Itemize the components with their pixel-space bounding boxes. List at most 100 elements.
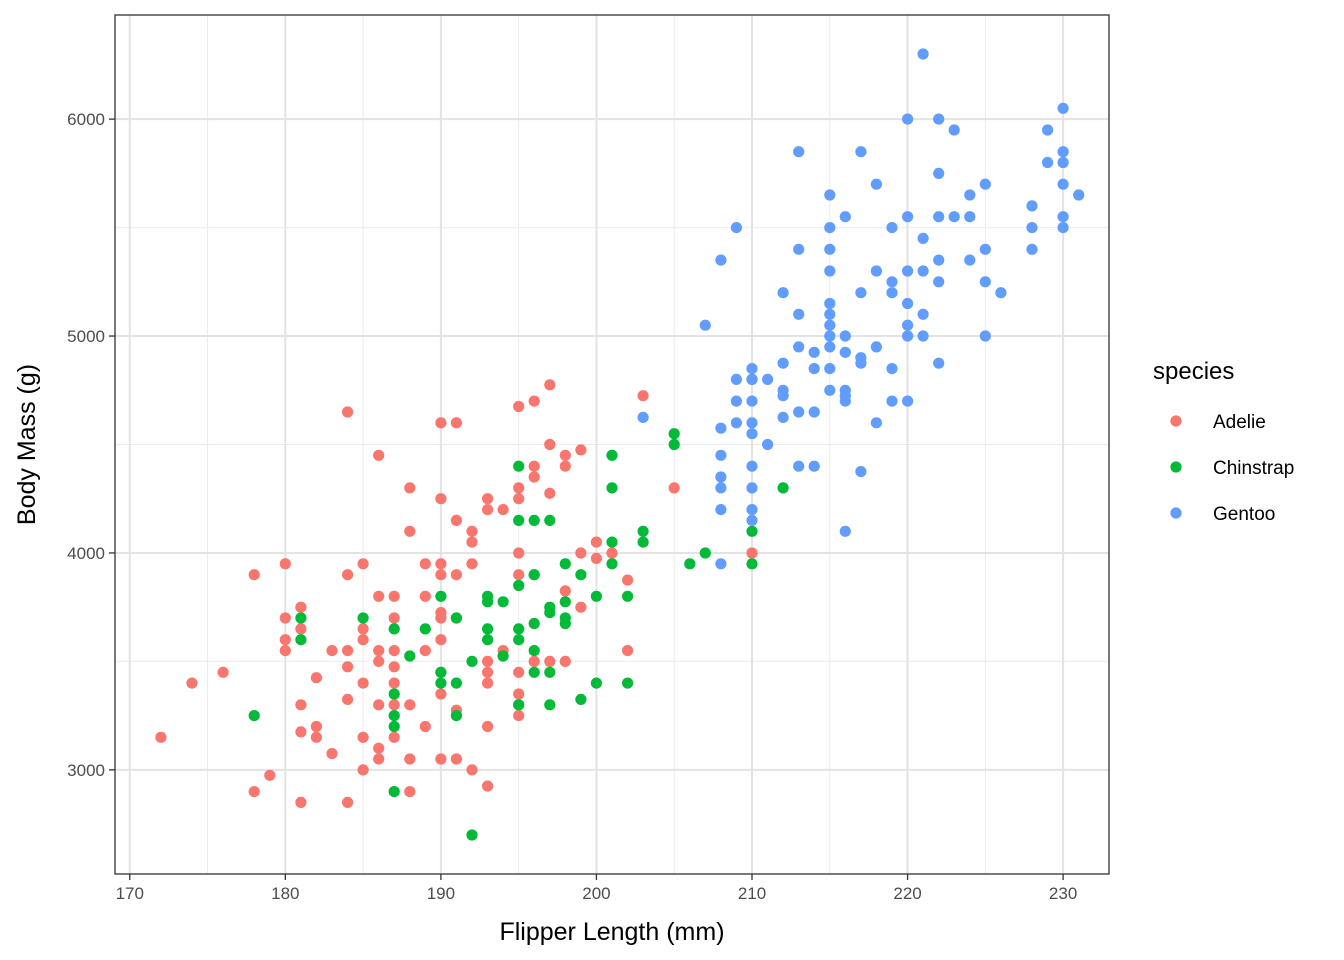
- data-point: [217, 666, 229, 678]
- data-point: [248, 569, 260, 581]
- data-point: [388, 786, 400, 798]
- x-axis-title: Flipper Length (mm): [499, 918, 724, 946]
- data-point: [933, 276, 945, 288]
- data-point: [699, 547, 711, 559]
- x-tick-label: 230: [1049, 884, 1077, 903]
- data-point: [248, 710, 260, 722]
- data-point: [979, 330, 991, 342]
- data-point: [824, 222, 836, 234]
- data-point: [279, 645, 291, 657]
- y-tick-label: 3000: [67, 761, 105, 780]
- data-point: [1026, 243, 1038, 255]
- data-point: [435, 417, 447, 429]
- data-point: [544, 379, 556, 391]
- data-point: [824, 363, 836, 375]
- data-point: [964, 254, 976, 266]
- data-point: [730, 373, 743, 385]
- data-point: [513, 460, 525, 472]
- data-point: [435, 612, 447, 624]
- data-point: [668, 438, 680, 451]
- data-point: [388, 720, 400, 733]
- minor-gridlines: [115, 15, 1109, 874]
- data-point: [482, 666, 494, 678]
- data-point: [1057, 102, 1069, 114]
- data-point: [528, 645, 540, 657]
- data-point: [1042, 124, 1054, 136]
- data-point: [513, 623, 525, 635]
- data-point: [808, 406, 820, 418]
- data-point: [373, 742, 385, 754]
- data-point: [388, 645, 400, 657]
- data-point: [279, 612, 291, 624]
- data-point: [544, 438, 556, 451]
- data-point: [730, 222, 743, 234]
- data-point: [824, 384, 836, 396]
- data-point: [295, 726, 307, 738]
- y-axis: 3000 4000 5000 6000: [67, 110, 115, 780]
- data-point: [606, 547, 618, 559]
- data-point: [357, 558, 369, 570]
- data-point: [388, 710, 400, 722]
- data-point: [902, 319, 914, 331]
- data-point: [450, 677, 462, 689]
- data-point: [373, 449, 385, 461]
- data-point: [777, 482, 789, 494]
- data-point: [373, 699, 385, 711]
- data-point: [466, 536, 478, 548]
- data-point: [497, 504, 509, 516]
- data-point: [1057, 211, 1069, 223]
- data-point: [715, 504, 727, 516]
- data-point: [342, 693, 354, 706]
- data-point: [622, 645, 634, 657]
- data-point: [902, 211, 914, 223]
- data-point: [793, 460, 805, 472]
- data-point: [917, 232, 929, 244]
- data-point: [419, 645, 431, 657]
- data-point: [435, 688, 447, 700]
- data-point: [357, 623, 369, 635]
- data-point: [777, 390, 789, 402]
- data-point: [357, 612, 369, 624]
- x-tick-label: 190: [427, 884, 455, 903]
- data-point: [310, 672, 322, 684]
- data-point: [528, 569, 540, 581]
- data-point: [590, 590, 603, 602]
- data-point: [388, 661, 400, 673]
- data-point: [622, 590, 634, 602]
- data-point: [746, 363, 758, 375]
- data-point: [824, 297, 836, 310]
- data-point: [497, 650, 509, 662]
- data-point: [715, 422, 727, 434]
- data-point: [435, 569, 447, 581]
- data-point: [450, 710, 462, 722]
- data-point: [762, 438, 774, 451]
- data-point: [793, 341, 805, 353]
- data-point: [295, 796, 307, 809]
- data-point: [559, 596, 571, 608]
- data-point: [482, 677, 494, 689]
- data-point: [450, 612, 462, 624]
- data-point: [248, 786, 260, 798]
- data-point: [528, 460, 540, 472]
- data-point: [606, 449, 618, 461]
- data-point: [715, 449, 727, 461]
- data-point: [575, 569, 587, 581]
- data-point: [544, 666, 556, 678]
- data-point: [513, 569, 525, 581]
- data-point: [482, 623, 494, 635]
- data-point: [637, 390, 649, 402]
- data-point: [513, 710, 525, 722]
- data-point: [466, 829, 478, 841]
- data-point: [482, 504, 494, 516]
- data-point: [419, 623, 431, 635]
- legend-label-chinstrap: Chinstrap: [1213, 458, 1294, 479]
- data-point: [342, 661, 354, 673]
- data-point: [746, 417, 758, 429]
- data-point: [715, 558, 727, 570]
- data-point: [435, 666, 447, 678]
- data-point: [357, 764, 369, 776]
- data-point: [342, 569, 354, 581]
- data-point: [404, 525, 416, 537]
- data-point: [590, 552, 603, 565]
